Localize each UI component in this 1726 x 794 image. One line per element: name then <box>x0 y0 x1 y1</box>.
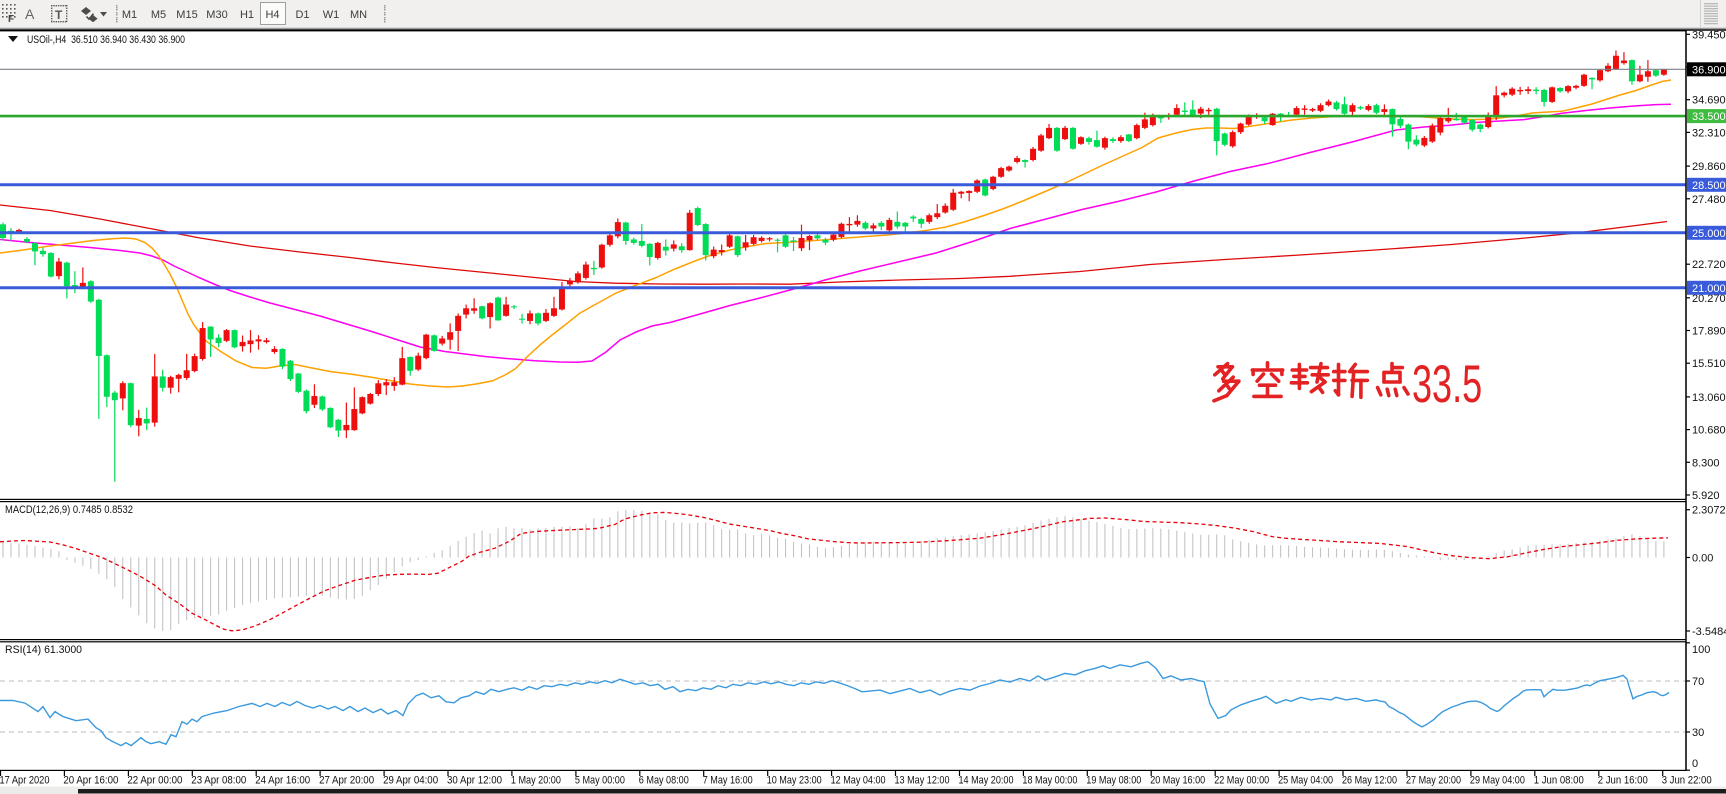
svg-text:34.690: 34.690 <box>1692 95 1726 107</box>
svg-text:W1: W1 <box>323 9 340 21</box>
svg-text:22 Apr 00:00: 22 Apr 00:00 <box>127 775 182 787</box>
svg-text:6 May 08:00: 6 May 08:00 <box>639 775 689 787</box>
svg-text:5.920: 5.920 <box>1692 490 1720 502</box>
svg-text:12 May 04:00: 12 May 04:00 <box>831 775 886 787</box>
svg-text:27 Apr 20:00: 27 Apr 20:00 <box>319 775 374 787</box>
svg-text:15.510: 15.510 <box>1692 358 1726 370</box>
svg-text:70: 70 <box>1692 676 1704 688</box>
svg-text:30: 30 <box>1692 727 1704 739</box>
svg-text:33.500: 33.500 <box>1692 111 1726 123</box>
svg-text:17.890: 17.890 <box>1692 326 1726 338</box>
svg-text:100: 100 <box>1692 644 1710 656</box>
svg-text:M1: M1 <box>122 9 137 21</box>
svg-text:0: 0 <box>1692 758 1698 770</box>
svg-text:29.860: 29.860 <box>1692 161 1726 173</box>
svg-text:M30: M30 <box>206 9 227 21</box>
svg-text:13 May 12:00: 13 May 12:00 <box>895 775 950 787</box>
svg-text:27 May 20:00: 27 May 20:00 <box>1406 775 1461 787</box>
svg-text:MN: MN <box>350 9 367 21</box>
svg-text:33.5: 33.5 <box>1412 354 1482 414</box>
svg-text:0.00: 0.00 <box>1692 553 1713 565</box>
svg-text:1 Jun 08:00: 1 Jun 08:00 <box>1534 775 1584 787</box>
svg-text:25.000: 25.000 <box>1692 228 1726 240</box>
svg-text:13.060: 13.060 <box>1692 392 1726 404</box>
svg-text:7 May 16:00: 7 May 16:00 <box>703 775 753 787</box>
svg-text:14 May 20:00: 14 May 20:00 <box>959 775 1014 787</box>
svg-text:MACD(12,26,9) 0.7485 0.8532: MACD(12,26,9) 0.7485 0.8532 <box>5 504 133 516</box>
svg-text:H1: H1 <box>240 9 254 21</box>
svg-text:F: F <box>8 14 14 25</box>
svg-text:8.300: 8.300 <box>1692 457 1720 469</box>
svg-text:25 May 04:00: 25 May 04:00 <box>1278 775 1333 787</box>
svg-text:5 May 00:00: 5 May 00:00 <box>575 775 625 787</box>
svg-text:26 May 12:00: 26 May 12:00 <box>1342 775 1397 787</box>
svg-text:32.310: 32.310 <box>1692 127 1726 139</box>
svg-text:23 Apr 08:00: 23 Apr 08:00 <box>191 775 246 787</box>
svg-text:T: T <box>55 8 63 22</box>
svg-text:29 May 04:00: 29 May 04:00 <box>1470 775 1525 787</box>
svg-text:24 Apr 16:00: 24 Apr 16:00 <box>255 775 310 787</box>
svg-text:1 May 20:00: 1 May 20:00 <box>511 775 561 787</box>
svg-text:22 May 00:00: 22 May 00:00 <box>1214 775 1269 787</box>
svg-text:-3.5484: -3.5484 <box>1692 626 1726 638</box>
svg-text:USOil-,H4 36.510 36.940 36.43: USOil-,H4 36.510 36.940 36.430 36.900 <box>27 34 185 46</box>
svg-text:19 May 08:00: 19 May 08:00 <box>1086 775 1141 787</box>
svg-text:39.450: 39.450 <box>1692 29 1726 41</box>
svg-text:10.680: 10.680 <box>1692 425 1726 437</box>
svg-text:3 Jun 22:00: 3 Jun 22:00 <box>1662 775 1712 787</box>
svg-text:D1: D1 <box>295 9 309 21</box>
svg-text:RSI(14) 61.3000: RSI(14) 61.3000 <box>5 644 82 656</box>
svg-text:H4: H4 <box>265 9 279 21</box>
svg-text:M5: M5 <box>151 9 166 21</box>
svg-text:20 Apr 16:00: 20 Apr 16:00 <box>63 775 118 787</box>
svg-text:2.3072: 2.3072 <box>1692 505 1726 517</box>
svg-text:17 Apr 2020: 17 Apr 2020 <box>0 775 50 787</box>
svg-text:29 Apr 04:00: 29 Apr 04:00 <box>383 775 438 787</box>
svg-text:M15: M15 <box>176 9 197 21</box>
svg-text:18 May 00:00: 18 May 00:00 <box>1022 775 1077 787</box>
svg-text:30 Apr 12:00: 30 Apr 12:00 <box>447 775 502 787</box>
svg-text:28.500: 28.500 <box>1692 180 1726 192</box>
svg-text:22.720: 22.720 <box>1692 259 1726 271</box>
svg-text:10 May 23:00: 10 May 23:00 <box>767 775 822 787</box>
svg-text:A: A <box>25 6 35 22</box>
svg-text:20.270: 20.270 <box>1692 293 1726 305</box>
svg-text:20 May 16:00: 20 May 16:00 <box>1150 775 1205 787</box>
svg-text:21.000: 21.000 <box>1692 283 1726 295</box>
svg-text:27.480: 27.480 <box>1692 194 1726 206</box>
svg-text:2 Jun 16:00: 2 Jun 16:00 <box>1598 775 1648 787</box>
svg-text:36.900: 36.900 <box>1692 64 1726 76</box>
